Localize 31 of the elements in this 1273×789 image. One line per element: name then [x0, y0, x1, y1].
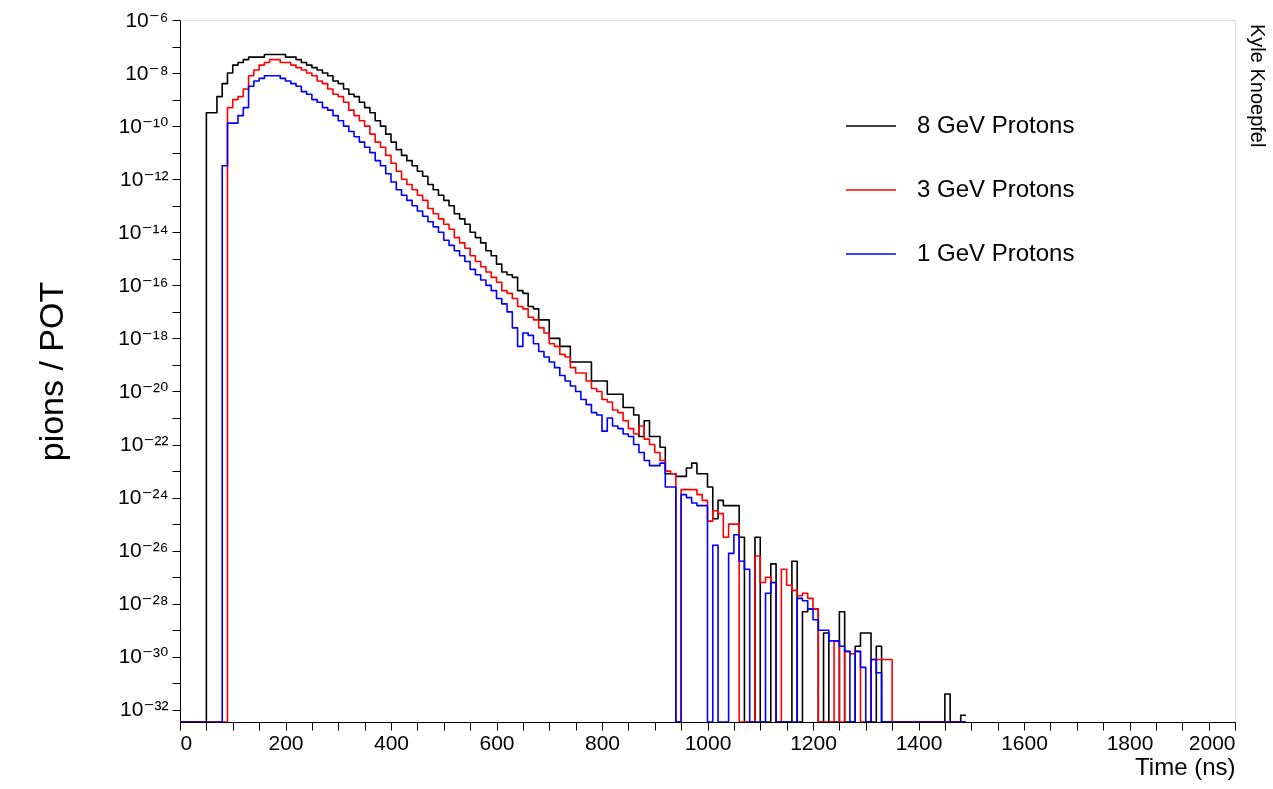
x-tick-label: 2000	[1188, 730, 1236, 754]
legend-label: 8 GeV Protons	[917, 111, 1075, 138]
legend-label: 3 GeV Protons	[917, 175, 1075, 202]
x-tick-label: 0	[180, 730, 193, 754]
y-tick-label: 10⁻³⁰	[118, 644, 169, 668]
legend-label: 1 GeV Protons	[917, 239, 1075, 266]
y-tick-label: 10⁻²²	[120, 432, 169, 456]
y-tick-label: 10⁻³²	[120, 697, 169, 721]
y-tick-label: 10⁻²⁴	[118, 485, 169, 509]
x-tick-label: 1400	[895, 730, 943, 754]
y-tick-label: 10⁻²⁶	[118, 538, 169, 562]
x-tick-label: 1000	[684, 730, 732, 754]
y-tick-label: 10⁻¹⁶	[118, 272, 169, 296]
x-axis-title: Time (ns)	[1135, 752, 1236, 780]
y-tick-label: 10⁻²⁸	[118, 591, 169, 615]
x-tick-label: 1800	[1106, 730, 1154, 754]
x-tick-label: 600	[479, 730, 515, 754]
y-tick-label: 10⁻¹²	[120, 166, 169, 190]
text: Kyle Knoepfel	[1247, 24, 1269, 148]
x-tick-label: 400	[373, 730, 410, 754]
x-tick-label: 800	[584, 730, 621, 754]
x-tick-label: 200	[268, 730, 304, 754]
y-tick-label: 10⁻⁶	[125, 7, 169, 31]
y-tick-label: 10⁻⁸	[125, 60, 169, 84]
x-tick-label: 1600	[1001, 730, 1048, 754]
y-tick-label: 10⁻¹⁴	[118, 219, 169, 243]
y-axis-title: pions / POT	[32, 281, 71, 462]
y-tick-label: 10⁻¹⁸	[118, 325, 169, 349]
y-tick-label: 10⁻¹⁰	[118, 113, 169, 137]
x-tick-label: 1200	[790, 730, 837, 754]
y-tick-label: 10⁻²⁰	[118, 378, 169, 402]
